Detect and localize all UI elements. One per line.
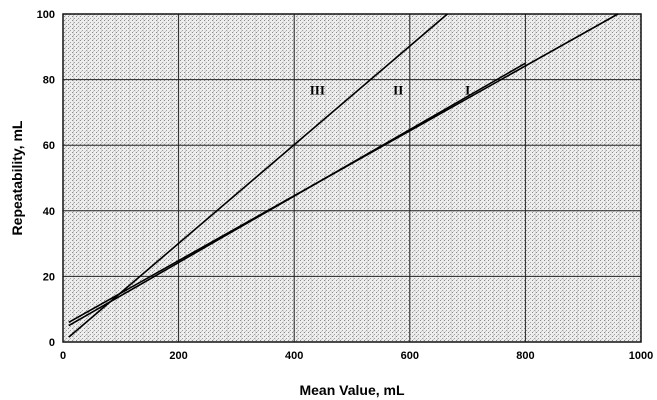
- line-label-iii: III: [310, 82, 325, 97]
- series-line-ii: [68, 62, 526, 327]
- line-label-i: I: [465, 82, 470, 97]
- x-tick-label: 800: [516, 350, 534, 362]
- line-label-ii: II: [393, 82, 403, 97]
- y-tick-label: 60: [43, 140, 55, 152]
- x-axis-title: Mean Value, mL: [299, 382, 404, 398]
- series-lines: [68, 13, 619, 338]
- y-tick-label: 20: [43, 271, 55, 283]
- line-labels: III II I: [310, 82, 470, 97]
- y-tick-label: 40: [43, 206, 55, 218]
- y-tick-label: 0: [49, 337, 55, 349]
- x-tick-label: 600: [401, 350, 419, 362]
- x-tick-label: 200: [169, 350, 187, 362]
- tick-labels: 0 200 400 600 800 1000 0 20 40 60 80 100: [37, 9, 654, 362]
- x-tick-label: 1000: [629, 350, 653, 362]
- y-tick-label: 80: [43, 75, 55, 87]
- grid: [62, 13, 642, 343]
- plot-area-texture: [63, 14, 641, 342]
- x-tick-label: 0: [60, 350, 66, 362]
- x-tick-label: 400: [285, 350, 303, 362]
- y-axis-title: Repeatability, mL: [9, 120, 25, 235]
- plot-frame: [62, 13, 642, 343]
- y-tick-label: 100: [37, 9, 55, 21]
- series-line-iii: [68, 13, 448, 338]
